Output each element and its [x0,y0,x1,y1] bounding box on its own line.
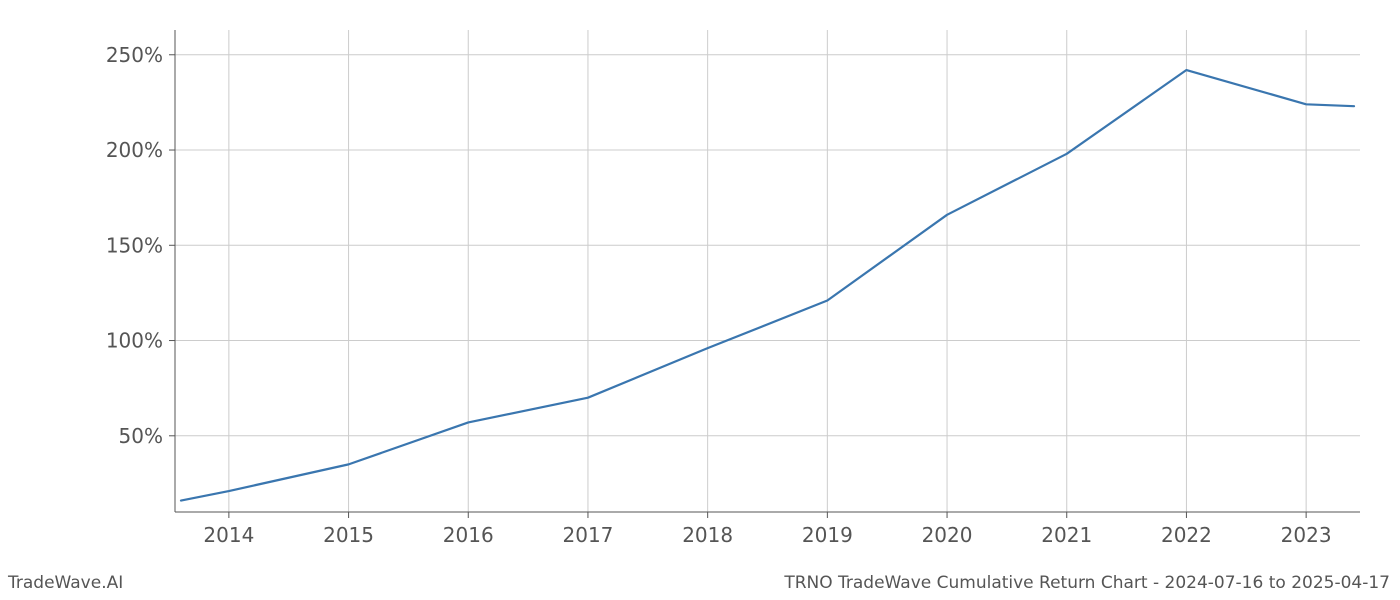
x-tick-label: 2014 [203,523,254,547]
y-tick-label: 200% [106,138,163,162]
y-tick-label: 150% [106,233,163,257]
line-chart: 2014 2015 2016 2017 2018 2019 2020 2021 2022 2023… [0,0,1400,600]
footer-left-text: TradeWave.AI [7,573,123,593]
x-tick-label: 2016 [443,523,494,547]
footer-right-text: TRNO TradeWave Cumulative Return Chart -… [783,573,1390,593]
x-tick-label: 2021 [1041,523,1092,547]
y-tick-label: 250% [106,43,163,67]
x-tick-label: 2015 [323,523,374,547]
x-tick-label: 2019 [802,523,853,547]
x-tick-label: 2017 [563,523,614,547]
x-tick-label: 2023 [1281,523,1332,547]
x-tick-label: 2022 [1161,523,1212,547]
chart-background [0,0,1400,600]
chart-container: 2014 2015 2016 2017 2018 2019 2020 2021 2022 2023… [0,0,1400,600]
x-tick-label: 2020 [922,523,973,547]
x-tick-label: 2018 [682,523,733,547]
y-tick-label: 100% [106,329,163,353]
y-tick-label: 50% [119,424,163,448]
